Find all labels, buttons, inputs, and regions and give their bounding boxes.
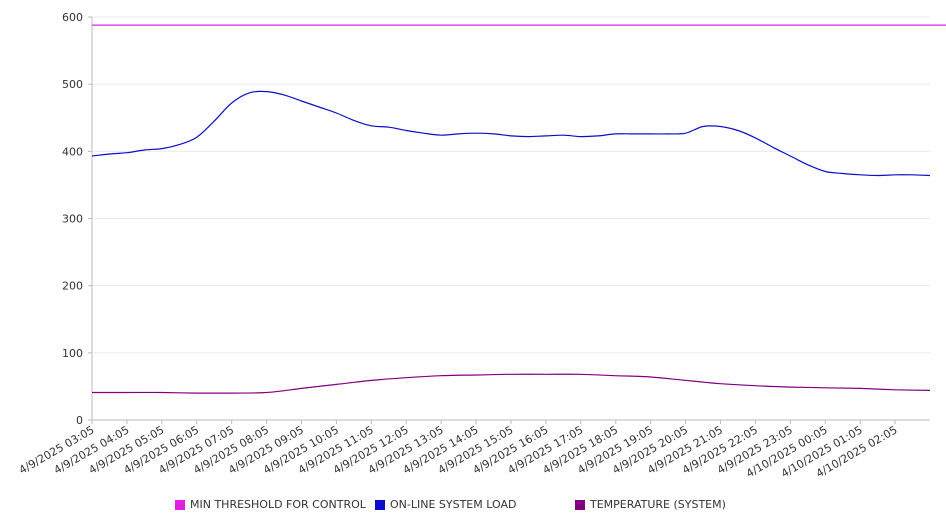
legend-label-system-load: ON-LINE SYSTEM LOAD (390, 498, 517, 511)
chart-grid (92, 16, 930, 354)
legend-swatch-system-load (375, 499, 385, 510)
x-axis-tick-labels: 4/9/2025 03:054/9/2025 04:054/9/2025 05:… (17, 423, 900, 480)
series-line-temperature[interactable] (91, 373, 931, 394)
chart-legend: MIN THRESHOLD FOR CONTROL ON-LINE SYSTEM… (0, 498, 946, 514)
legend-label-min-threshold: MIN THRESHOLD FOR CONTROL (190, 498, 366, 511)
y-tick-label: 400 (62, 145, 83, 158)
y-axis-tick-labels: 0 100 200 300 400 500 600 (62, 11, 83, 427)
legend-swatch-temperature (575, 499, 585, 510)
y-tick-label: 500 (62, 78, 83, 91)
legend-item-temperature[interactable]: TEMPERATURE (SYSTEM) (575, 498, 726, 511)
y-tick-label: 0 (76, 414, 83, 427)
y-tick-label: 300 (62, 213, 83, 226)
series-line-system-load[interactable] (91, 90, 931, 177)
y-tick-label: 600 (62, 11, 83, 24)
chart-series (91, 24, 946, 394)
y-tick-label: 200 (62, 280, 83, 293)
legend-label-temperature: TEMPERATURE (SYSTEM) (590, 498, 726, 511)
y-tick-label: 100 (62, 347, 83, 360)
legend-swatch-min-threshold (175, 499, 185, 510)
chart-axes (88, 16, 930, 424)
legend-item-min-threshold[interactable]: MIN THRESHOLD FOR CONTROL (175, 498, 366, 511)
legend-item-system-load[interactable]: ON-LINE SYSTEM LOAD (375, 498, 516, 511)
